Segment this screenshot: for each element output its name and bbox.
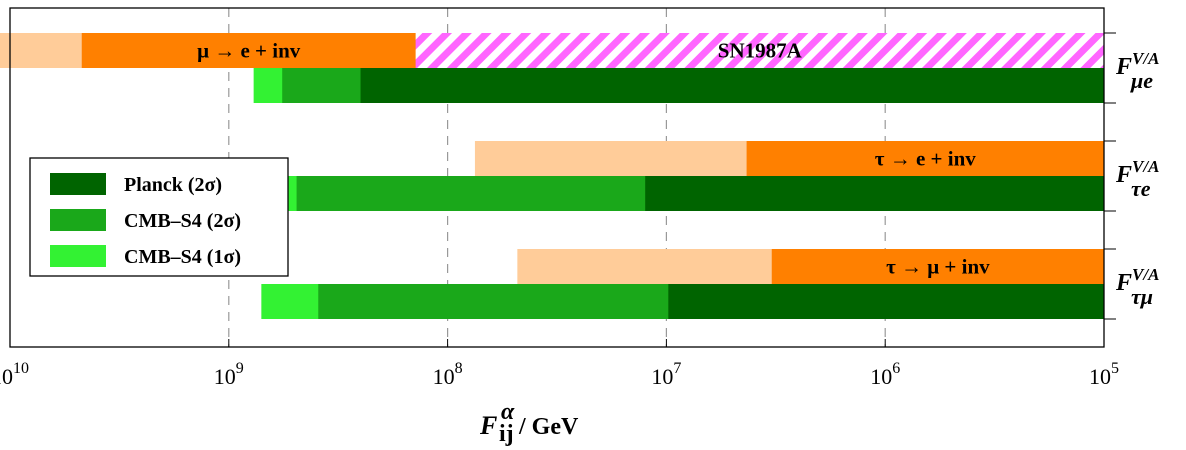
x-axis-title-sup: α [501, 399, 515, 425]
cmb-bar [668, 284, 1104, 319]
legend-label: CMB–S4 (1σ) [124, 246, 241, 268]
x-tick-label: 105 [1089, 360, 1119, 389]
legend-label: CMB–S4 (2σ) [124, 210, 241, 232]
lab-bar [415, 33, 1104, 68]
legend: Planck (2σ) CMB–S4 (2σ) CMB–S4 (1σ) [29, 157, 289, 277]
row-label: FV/A [1115, 265, 1159, 296]
bar-label: τ → μ + inv [886, 255, 990, 279]
plot-frame [9, 7, 1116, 348]
row-label-sub: τμ [1131, 284, 1153, 309]
cmb-bar [360, 68, 1104, 103]
x-axis-title: F [479, 411, 497, 440]
x-tick-label: 109 [214, 360, 244, 389]
row-label: FV/A [1115, 157, 1159, 188]
row-label-sub: μe [1130, 68, 1153, 93]
bar-label: τ → e + inv [875, 147, 976, 171]
bars-layer: μ → e + inv SN1987A τ → e + inv τ → μ + inv [0, 33, 1105, 319]
lab-bar [746, 141, 1104, 176]
row-label: FV/A [1115, 49, 1159, 80]
cmb-bar [645, 176, 1104, 211]
legend-swatch [50, 245, 106, 267]
x-tick-label: 107 [651, 360, 681, 389]
legend-swatch [50, 173, 106, 195]
x-axis-unit: / GeV [518, 414, 579, 440]
row-label-sub: τe [1131, 176, 1151, 201]
legend-swatch [50, 209, 106, 231]
x-tick-label: 108 [433, 360, 463, 389]
lab-bar [771, 249, 1104, 284]
x-axis-title-sub: ij [499, 421, 514, 447]
bar-label: μ → e + inv [197, 39, 301, 63]
x-tick-label: 106 [870, 360, 900, 389]
plot-border [9, 7, 1105, 348]
bar-label: SN1987A [718, 39, 803, 63]
legend-label: Planck (2σ) [124, 174, 222, 196]
